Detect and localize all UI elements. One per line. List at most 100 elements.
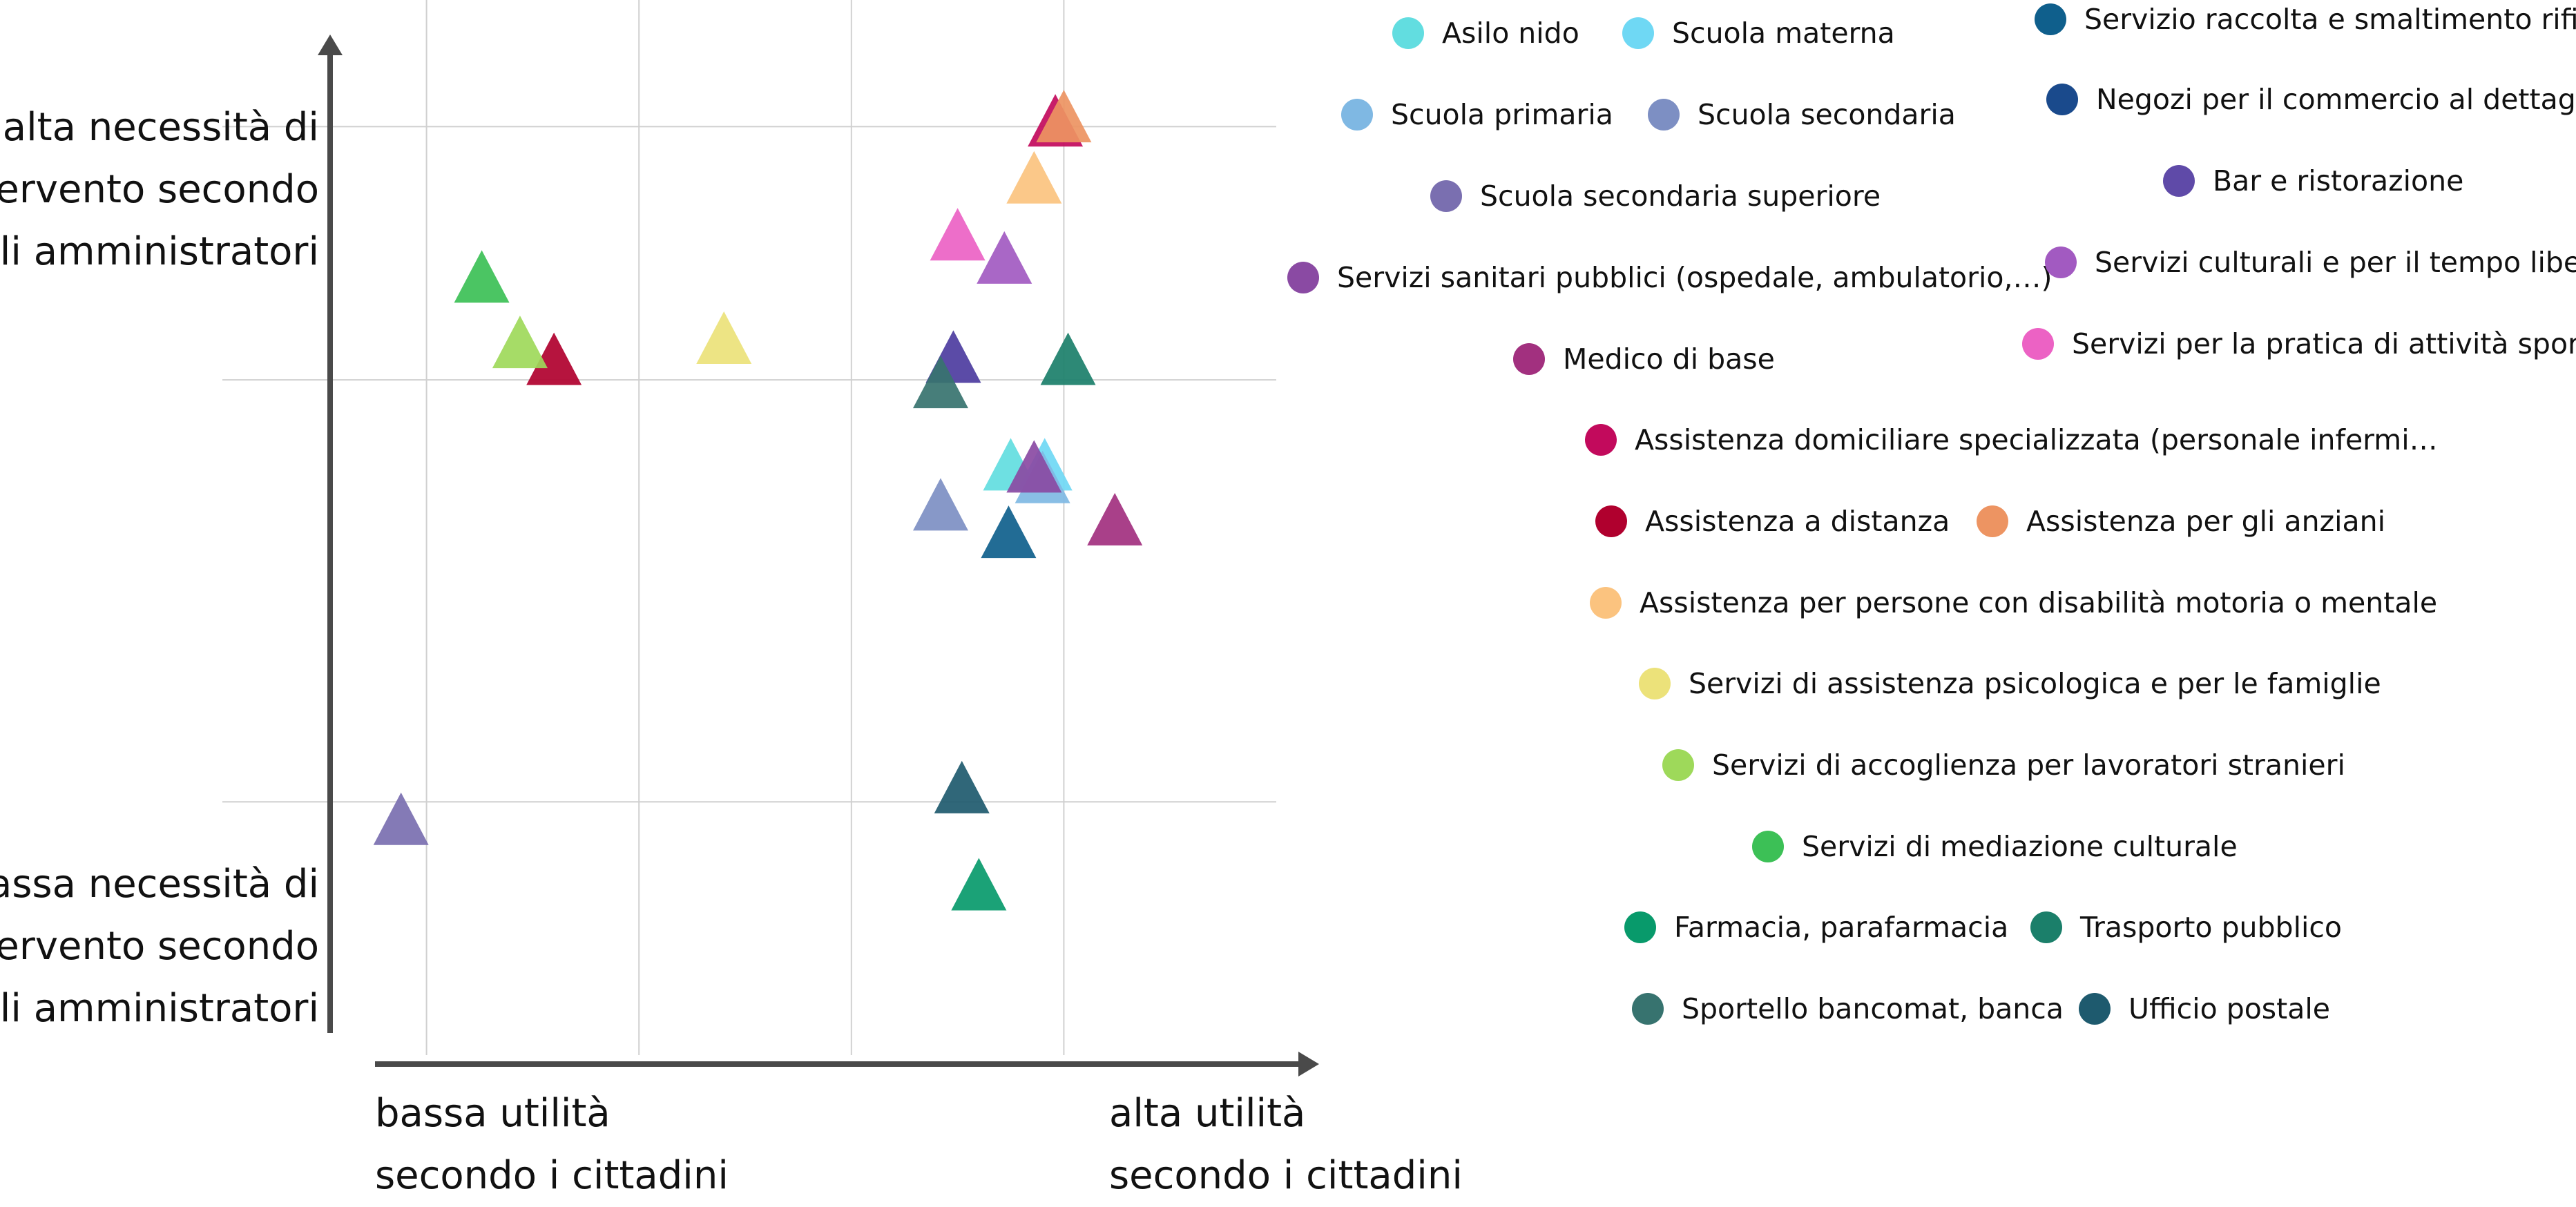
data-point-triangle — [526, 332, 582, 385]
y-axis-low-label: bassa necessità di intervento secondo gl… — [0, 853, 319, 1040]
legend-dot-icon — [1585, 424, 1617, 456]
legend-label: Scuola primaria — [1391, 98, 1613, 131]
legend-item[interactable]: Servizio raccolta e smaltimento rifiuti — [2035, 0, 2576, 40]
data-point-triangle — [1006, 440, 1062, 493]
legend-item[interactable]: Servizi culturali e per il tempo libero — [2045, 242, 2576, 283]
legend-dot-icon — [1977, 505, 2008, 537]
y-high-line-1: alta necessità di — [2, 105, 319, 150]
legend-item[interactable]: Assistenza domiciliare specializzata (pe… — [1585, 419, 2438, 461]
legend-label: Sportello bancomat, banca — [1682, 992, 2064, 1025]
data-point-triangle — [977, 231, 1032, 284]
legend-dot-icon — [2163, 165, 2195, 197]
legend-item[interactable]: Servizi sanitari pubblici (ospedale, amb… — [1287, 257, 2053, 298]
x-low-line-2: secondo i cittadini — [375, 1153, 729, 1198]
legend-label: Bar e ristorazione — [2213, 164, 2464, 197]
data-point-triangle — [1006, 151, 1062, 204]
legend-label: Servizi sanitari pubblici (ospedale, amb… — [1337, 261, 2053, 294]
y-low-line-2: intervento secondo — [0, 924, 319, 969]
x-high-line-1: alta utilità — [1109, 1091, 1306, 1136]
legend-item[interactable]: Assistenza per persone con disabilità mo… — [1590, 582, 2437, 624]
legend-item[interactable]: Farmacia, parafarmacia — [1624, 907, 2008, 948]
data-point-triangle — [912, 478, 968, 531]
legend-item[interactable]: Negozi per il commercio al dettaglio — [2046, 79, 2576, 120]
x-high-line-2: secondo i cittadini — [1109, 1153, 1463, 1198]
y-low-line-3: gli amministratori — [0, 986, 319, 1031]
legend-dot-icon — [2022, 328, 2054, 360]
legend-dot-icon — [2030, 911, 2062, 943]
legend-dot-icon — [1639, 668, 1671, 699]
y-high-line-3: gli amministratori — [0, 229, 319, 274]
legend-item[interactable]: Ufficio postale — [2079, 988, 2330, 1030]
legend-label: Servizi di assistenza psicologica e per … — [1689, 667, 2381, 700]
legend-item[interactable]: Scuola primaria — [1341, 94, 1613, 135]
data-point-triangle — [492, 316, 548, 369]
legend-item[interactable]: Servizi di mediazione culturale — [1752, 826, 2238, 867]
data-point-triangle — [934, 760, 990, 813]
legend-label: Farmacia, parafarmacia — [1674, 911, 2009, 944]
legend-label: Medico di base — [1563, 342, 1775, 376]
legend-label: Scuola secondaria — [1698, 98, 1956, 131]
data-point-triangle — [373, 792, 429, 845]
legend-label: Servizi di accoglienza per lavoratori st… — [1712, 749, 2345, 782]
data-point-triangle — [1040, 332, 1096, 385]
legend-dot-icon — [2045, 247, 2077, 278]
x-axis-high-label: alta utilità secondo i cittadini — [1109, 1083, 1463, 1207]
y-high-line-2: intervento secondo — [0, 167, 319, 212]
legend-label: Negozi per il commercio al dettaglio — [2096, 83, 2576, 116]
axes — [318, 35, 1319, 1076]
legend-label: Servizi per la pratica di attività sport… — [2072, 327, 2576, 360]
legend-label: Assistenza per persone con disabilità mo… — [1640, 586, 2438, 619]
legend-label: Servizi di mediazione culturale — [1802, 830, 2238, 863]
legend-item[interactable]: Scuola secondaria superiore — [1430, 175, 1881, 217]
y-axis-high-label: alta necessità di intervento secondo gli… — [0, 97, 319, 283]
legend-label: Ufficio postale — [2128, 992, 2330, 1025]
legend-dot-icon — [2035, 3, 2066, 35]
data-point-triangle — [1036, 90, 1092, 143]
legend-dot-icon — [1622, 17, 1654, 49]
legend-dot-icon — [1648, 99, 1680, 131]
legend-label: Trasporto pubblico — [2080, 911, 2342, 944]
legend-dot-icon — [1632, 993, 1664, 1025]
x-low-line-1: bassa utilità — [375, 1091, 611, 1136]
legend-label: Servizio raccolta e smaltimento rifiuti — [2084, 3, 2576, 36]
legend-item[interactable]: Bar e ristorazione — [2163, 160, 2463, 202]
legend-label: Scuola secondaria superiore — [1480, 180, 1881, 213]
data-point-triangle — [951, 858, 1007, 911]
data-point-triangle — [1087, 492, 1143, 545]
legend-dot-icon — [1287, 262, 1319, 293]
y-axis-arrowhead — [318, 35, 343, 55]
legend-item[interactable]: Medico di base — [1513, 338, 1775, 380]
data-point-triangle — [454, 250, 510, 303]
legend-item[interactable]: Scuola secondaria — [1648, 94, 1956, 135]
legend-item[interactable]: Servizi di accoglienza per lavoratori st… — [1662, 744, 2345, 786]
legend-item[interactable]: Assistenza per gli anziani — [1977, 501, 2385, 542]
legend-label: Assistenza a distanza — [1645, 505, 1950, 538]
legend-item[interactable]: Sportello bancomat, banca — [1632, 988, 2064, 1030]
legend-dot-icon — [1752, 831, 1784, 862]
x-axis-arrowhead — [1298, 1052, 1319, 1076]
legend-item[interactable]: Asilo nido — [1392, 12, 1579, 54]
legend-dot-icon — [1624, 911, 1656, 943]
legend-dot-icon — [1590, 587, 1622, 619]
legend-item[interactable]: Servizi di assistenza psicologica e per … — [1639, 663, 2381, 704]
data-point-triangle — [912, 356, 968, 409]
legend-item[interactable]: Servizi per la pratica di attività sport… — [2022, 323, 2576, 365]
legend-item[interactable]: Trasporto pubblico — [2030, 907, 2342, 948]
legend-item[interactable]: Assistenza a distanza — [1595, 501, 1950, 542]
legend-dot-icon — [1341, 99, 1373, 131]
y-low-line-1: bassa necessità di — [0, 862, 319, 907]
data-markers — [373, 90, 1143, 911]
legend-dot-icon — [2046, 84, 2078, 115]
data-point-triangle — [981, 505, 1037, 559]
legend-label: Servizi culturali e per il tempo libero — [2095, 246, 2576, 279]
legend-dot-icon — [1430, 180, 1462, 212]
legend-label: Asilo nido — [1442, 17, 1579, 50]
data-point-triangle — [696, 311, 752, 365]
legend-label: Scuola materna — [1672, 17, 1895, 50]
legend-item[interactable]: Scuola materna — [1622, 12, 1895, 54]
legend-dot-icon — [1662, 749, 1694, 781]
legend-label: Assistenza domiciliare specializzata (pe… — [1635, 423, 2438, 456]
data-point-triangle — [930, 208, 986, 261]
legend-label: Assistenza per gli anziani — [2026, 505, 2385, 538]
